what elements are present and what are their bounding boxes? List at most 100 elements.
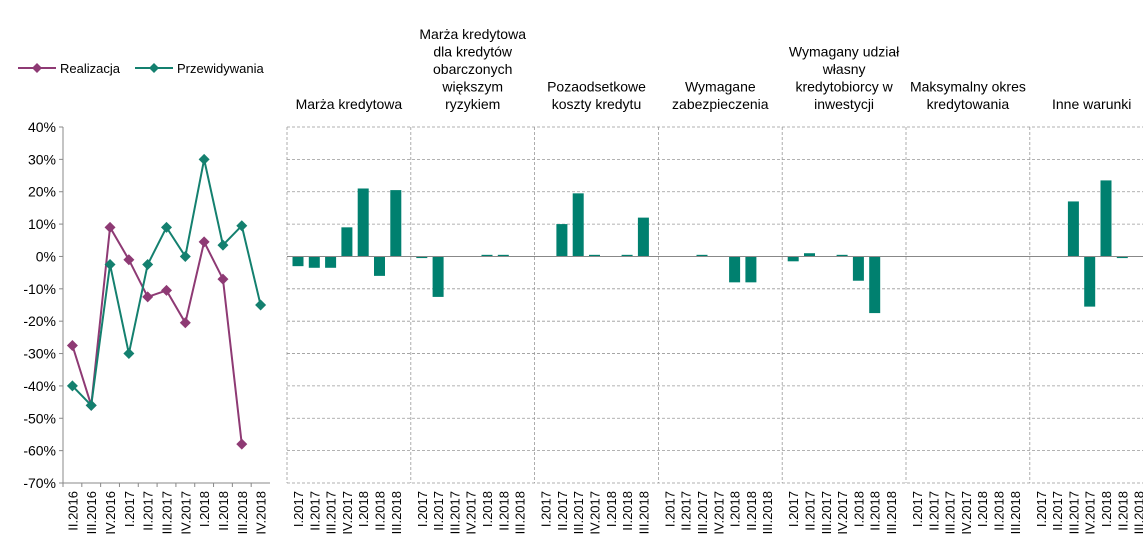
x-tick-label: II.2017 (679, 491, 694, 531)
y-tick-label: -10% (23, 281, 56, 297)
panel-title: Marża kredytowa (419, 26, 526, 42)
x-tick-label: IV.2017 (835, 491, 850, 535)
x-tick-label: I.2017 (539, 491, 554, 527)
x-tick-label: I.2017 (1034, 491, 1049, 527)
y-tick-label: -50% (23, 410, 56, 426)
bar (308, 256, 320, 268)
panel-title: dla kredytów (433, 44, 512, 60)
x-tick-label: II.2017 (307, 491, 322, 531)
x-tick-label: IV.2017 (340, 491, 355, 535)
series-line (71, 224, 243, 445)
y-tick-label: 30% (28, 151, 56, 167)
x-tick-label: I.2018 (1099, 491, 1114, 527)
point (66, 380, 78, 392)
x-tick-label: I.2018 (851, 491, 866, 527)
y-tick-label: 0% (36, 248, 56, 264)
point (123, 254, 135, 266)
x-tick-label: III.2017 (695, 491, 710, 534)
panel-title: Maksymalny okres (910, 79, 1026, 95)
x-tick-label: II.2018 (373, 491, 388, 531)
panel-title: Inne warunki (1052, 96, 1131, 112)
legend-marker (149, 63, 159, 73)
point (123, 348, 135, 360)
panel-title: Marża kredytowa (296, 96, 403, 112)
panel-title: Wymagany udział (789, 44, 900, 60)
y-tick-label: -60% (23, 443, 56, 459)
bar (1100, 180, 1112, 257)
x-tick-label: II.2017 (141, 491, 156, 531)
point (236, 220, 248, 232)
x-tick-label: III.2018 (884, 491, 899, 534)
x-tick-label: II.2018 (216, 491, 231, 531)
bar (787, 256, 799, 262)
bar (1116, 256, 1128, 259)
point (104, 221, 116, 233)
bar (390, 190, 402, 257)
bar (804, 253, 815, 257)
bar (836, 254, 848, 257)
x-tick-label: III.2018 (513, 491, 528, 534)
point (161, 284, 172, 296)
x-tick-label: IV.2017 (1083, 491, 1098, 535)
panel-title: Wymagane (685, 79, 756, 95)
y-tick-label: -70% (23, 475, 56, 491)
bar (1067, 201, 1079, 257)
x-tick-label: IV.2018 (254, 491, 269, 535)
point (142, 259, 154, 271)
panel-title: obarczonych (433, 61, 512, 77)
x-tick-label: I.2018 (480, 491, 495, 527)
bar (745, 256, 757, 283)
x-tick-label: II.2018 (868, 491, 883, 531)
x-tick-label: IV.2017 (178, 491, 193, 535)
bar (869, 256, 881, 314)
bar (325, 256, 337, 268)
x-tick-label: I.2017 (291, 491, 306, 527)
x-tick-label: IV.2017 (464, 491, 479, 535)
bar (1084, 256, 1096, 307)
x-tick-label: III.2017 (160, 491, 175, 534)
bar (729, 256, 741, 283)
panel-title: kredytowania (927, 96, 1010, 112)
x-tick-label: IV.2016 (103, 491, 118, 535)
x-tick-label: III.2017 (324, 491, 339, 534)
x-tick-label: III.2017 (447, 491, 462, 534)
panel-title: zabezpieczenia (672, 96, 769, 112)
bar (341, 227, 353, 257)
y-tick-label: -40% (23, 378, 56, 394)
x-tick-label: III.2017 (819, 491, 834, 534)
x-tick-label: I.2018 (604, 491, 619, 527)
bar (292, 256, 304, 267)
x-tick-label: II.2018 (496, 491, 511, 531)
point (236, 438, 248, 450)
bar (637, 217, 649, 257)
x-tick-label: I.2018 (356, 491, 371, 527)
legend-marker (32, 63, 42, 73)
x-tick-label: I.2017 (662, 491, 677, 527)
x-tick-label: IV.2017 (588, 491, 603, 535)
point (198, 153, 210, 165)
bar (497, 254, 509, 257)
x-tick-label: I.2018 (197, 491, 212, 527)
bar (374, 256, 385, 276)
bar (357, 188, 369, 257)
point (255, 299, 267, 311)
x-tick-label: II.2017 (926, 491, 941, 531)
bar (556, 224, 568, 257)
bar (572, 193, 584, 257)
legend-label: Realizacja (60, 61, 121, 76)
y-tick-label: 20% (28, 184, 56, 200)
x-tick-label: II.2017 (555, 491, 570, 531)
x-tick-label: II.2018 (744, 491, 759, 531)
x-tick-label: II.2017 (803, 491, 818, 531)
point (179, 250, 191, 262)
x-tick-label: III.2017 (1066, 491, 1081, 534)
panel-title: ryzykiem (445, 96, 500, 112)
x-tick-label: III.2018 (389, 491, 404, 534)
bar (432, 256, 444, 297)
bar (621, 254, 633, 257)
x-tick-label: II.2017 (431, 491, 446, 531)
panel-title: większym (441, 79, 503, 95)
x-tick-label: III.2018 (636, 491, 651, 534)
legend-label: Przewidywania (177, 61, 264, 76)
x-tick-label: II.2018 (620, 491, 635, 531)
